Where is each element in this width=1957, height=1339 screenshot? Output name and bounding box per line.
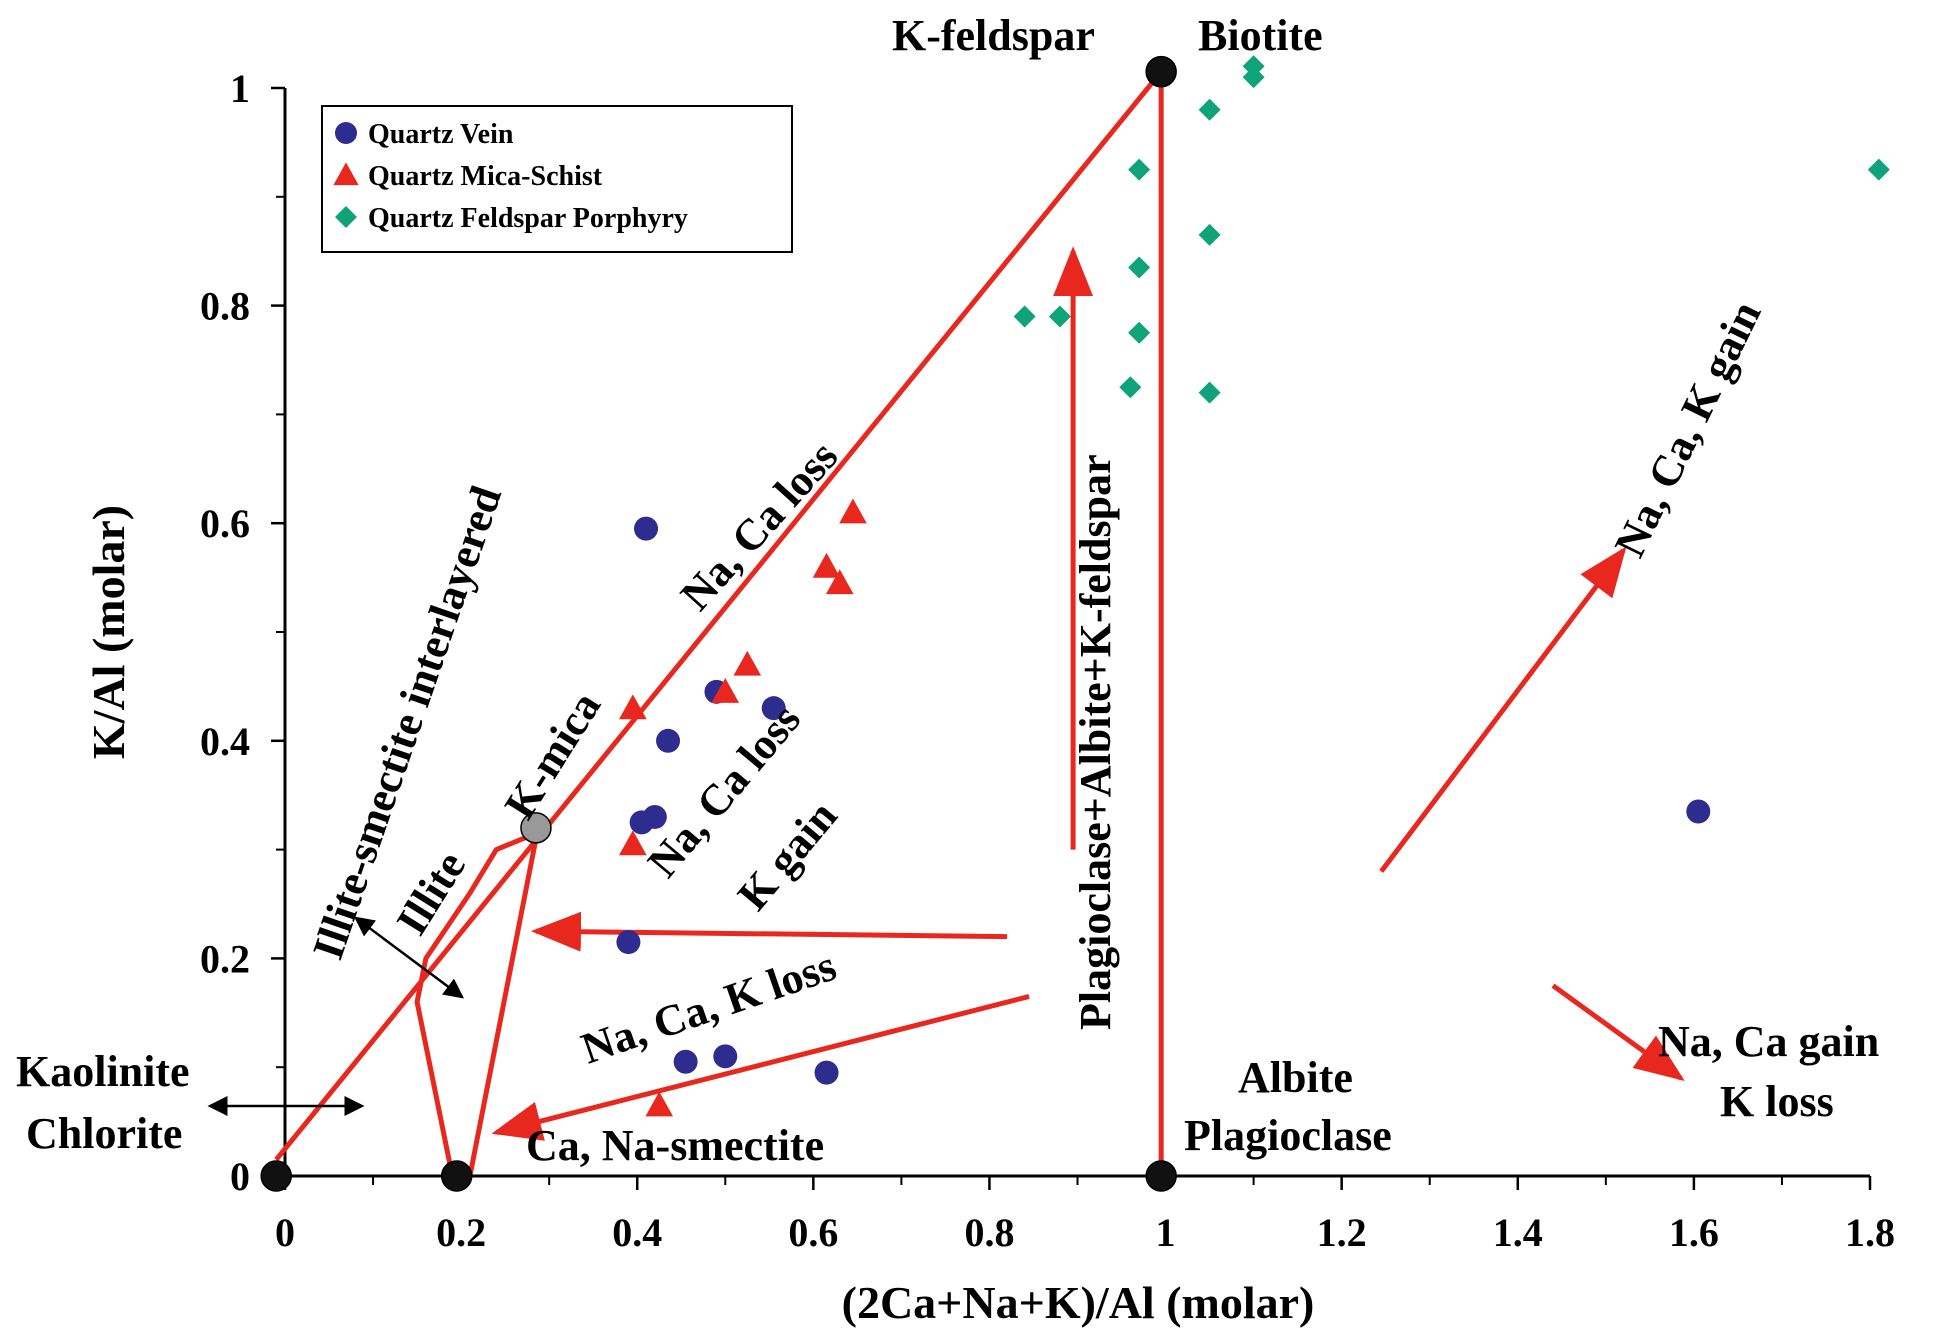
biotite-label: Biotite [1198,11,1323,60]
process-arrows [491,246,1685,1141]
x-tick-label: 0.6 [788,1210,838,1255]
y-tick-label: 0.6 [200,501,250,546]
na-ca-loss-k-gain-label-2: K gain [728,791,846,919]
ref-point-k-mica [520,812,552,844]
quartz-feldspar-porphyry-point [1119,376,1142,399]
na-ca-k-gain-label: Na, Ca, K gain [1605,294,1771,565]
albite-label: Albite [1238,1053,1353,1102]
quartz-mica-schist-point [619,830,647,856]
quartz-vein-point [673,1049,698,1074]
quartz-mica-schist-point [645,1091,674,1117]
x-tick-label: 0 [275,1210,295,1255]
quartz-mica-schist-point [619,694,647,720]
legend-label-quartz-mica-schist: Quartz Mica-Schist [368,161,603,192]
chlorite-label: Chlorite [26,1109,182,1158]
quartz-mica-schist-point [839,498,867,524]
legend: Quartz Vein Quartz Mica-Schist Quartz Feld… [321,105,793,253]
quartz-vein-point [713,1044,738,1069]
legend-box [321,105,793,253]
quartz-mica-schist-point [812,552,841,578]
quartz-feldspar-porphyry-point [1198,381,1221,404]
na-ca-gain-label: Na, Ca gain [1658,1017,1879,1066]
legend-marker-quartz-feldspar-porphyry [335,206,357,228]
x-tick-label: 1.6 [1669,1210,1719,1255]
quartz-feldspar-porphyry-point [1128,321,1151,344]
quartz-vein-point [616,930,641,955]
quartz-feldspar-porphyry-point [1048,305,1071,328]
quartz-mica-schist-point [711,678,740,703]
na-ca-gain-k-loss-arrow [1551,983,1685,1082]
k-feldspar-label: K-feldspar [892,11,1095,60]
x-tick-label: 1 [1156,1210,1176,1255]
y-tick-label: 1 [230,66,250,111]
x-axis-title: (2Ca+Na+K)/Al (molar) [842,1277,1315,1328]
na-ca-loss-label: Na, Ca loss [671,432,847,620]
kaolinite-label: Kaolinite [16,1047,190,1096]
x-tick-label: 0.8 [964,1210,1014,1255]
annotations: K-feldspar Biotite Albite Plagioclase Ka… [16,11,1879,1170]
plag-albite-kfeld-label: Plagioclase+Albite+K-feldspar [1071,454,1120,1030]
ref-point-ca-na-smectite [440,1160,473,1192]
black-double-arrows [207,916,465,1116]
y-tick-label: 0.4 [200,719,250,764]
quartz-feldspar-porphyry-point [1013,305,1036,328]
quartz-feldspar-porphyry-point [1867,158,1890,181]
y-tick-label: 0.2 [200,936,250,981]
x-tick-label: 1.4 [1493,1210,1543,1255]
quartz-feldspar-porphyry-point [1198,98,1221,121]
illite-smectite-range-arrow [353,916,465,999]
quartz-mica-schist-point [825,569,854,595]
x-tick-label: 1.2 [1317,1210,1367,1255]
tick-labels: 0 0.2 0.4 0.6 0.8 1 1.2 1.4 1.6 1.8 0 0.2 0.4 0.6 0.8 1 [200,66,1895,1255]
ref-point-k-feldspar [1145,55,1177,88]
ref-point-albite-plagioclase [1145,1160,1177,1192]
quartz-vein-point [642,804,667,829]
x-tick-label: 0.2 [436,1210,486,1255]
quartz-vein-point [761,696,786,721]
data-markers [616,55,1890,1117]
legend-label-quartz-vein: Quartz Vein [368,119,514,150]
y-tick-label: 0 [230,1154,250,1199]
k-loss-label: K loss [1720,1077,1834,1126]
quartz-mica-schist-point [733,650,762,676]
quartz-feldspar-porphyry-point [1198,223,1221,246]
quartz-vein-point [656,728,681,753]
k-mica-label: K-mica [495,683,610,827]
na-ca-loss-k-gain-arrow [530,911,1008,952]
quartz-feldspar-porphyry-point [1242,66,1265,89]
ref-point-kaolinite-chlorite [260,1160,292,1192]
quartz-vein-point [814,1060,839,1085]
quartz-feldspar-porphyry-point [1128,158,1151,181]
na-ca-k-gain-arrow [1379,546,1627,873]
quartz-vein-point [1686,799,1711,824]
legend-marker-quartz-mica-schist [333,162,359,186]
plagioclase-label: Plagioclase [1184,1111,1392,1160]
y-tick-label: 0.8 [200,284,250,329]
na-ca-k-loss-arrow [491,994,1030,1141]
y-axis-title: K/Al (molar) [83,505,134,759]
smectite-label: Ca, Na-smectite [526,1121,824,1170]
quartz-vein-point [634,516,659,541]
ref-line-kmica-smectite [467,838,539,1177]
quartz-feldspar-porphyry-point [1128,256,1151,279]
x-tick-label: 0.4 [612,1210,662,1255]
legend-marker-quartz-vein [335,122,357,144]
x-tick-label: 1.8 [1845,1210,1895,1255]
legend-label-quartz-feldspar-porphyry: Quartz Feldspar Porphyry [368,203,688,234]
reference-points [260,55,1177,1192]
